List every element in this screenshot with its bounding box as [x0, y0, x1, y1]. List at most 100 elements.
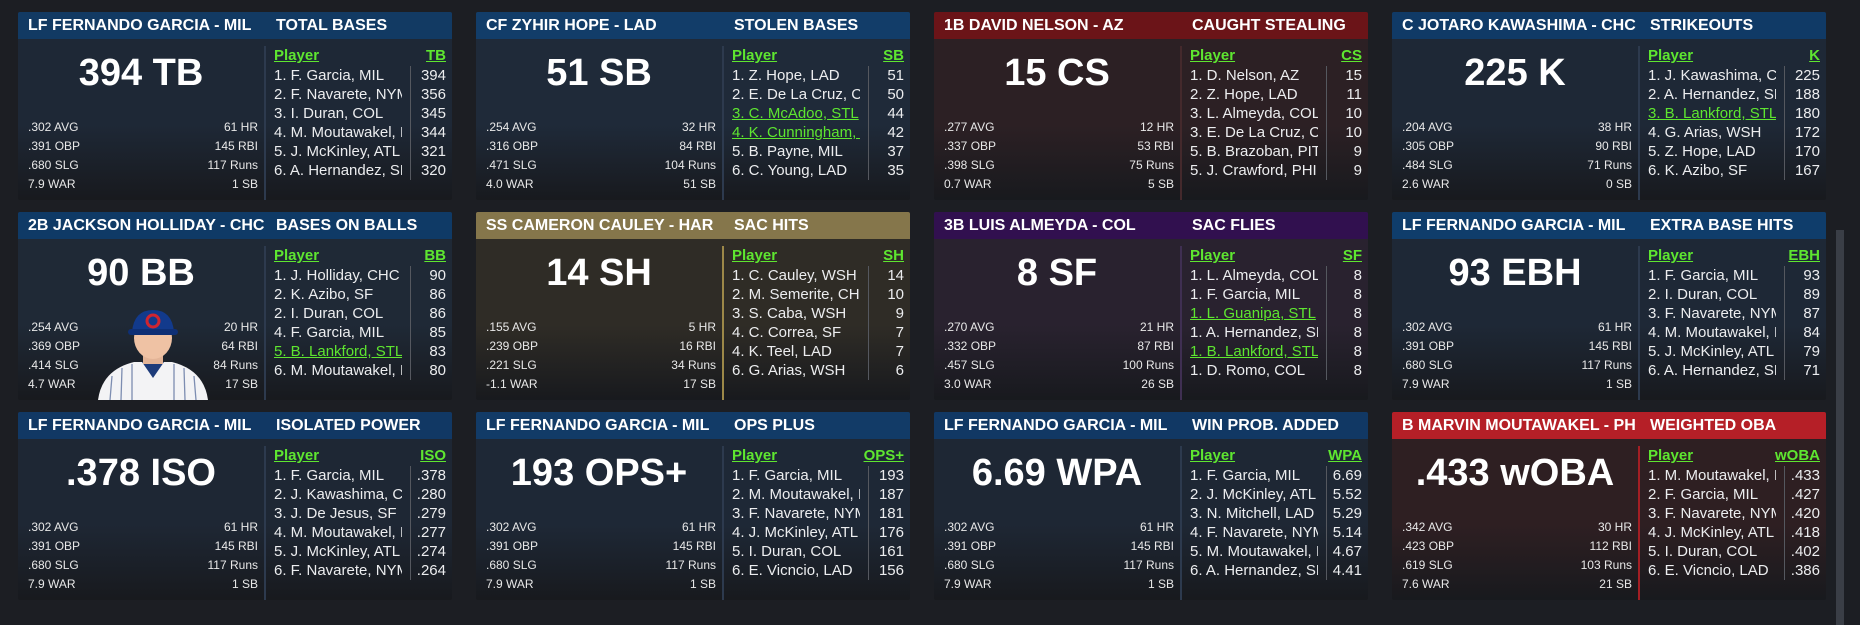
list-item[interactable]: 1. J. Kawashima, CI 225 — [1648, 66, 1820, 85]
column-header-player[interactable]: Player — [274, 247, 320, 264]
leader-name[interactable]: 5. J. Crawford, PHI — [1190, 162, 1317, 179]
leader-name[interactable]: 4. J. McKinley, ATL — [732, 524, 859, 541]
column-header-player[interactable]: Player — [274, 47, 320, 64]
leader-name[interactable]: 6. A. Hernandez, SF — [1648, 362, 1776, 379]
leader-name[interactable]: 6. C. Young, LAD — [732, 162, 848, 179]
list-item[interactable]: 4. K. Cunningham, S 42 — [732, 123, 904, 142]
list-item[interactable]: 4. K. Teel, LAD 7 — [732, 342, 904, 361]
leader-name[interactable]: 2. A. Hernandez, SF — [1648, 86, 1776, 103]
column-header-stat[interactable]: ISO — [420, 447, 446, 464]
column-header-stat[interactable]: EBH — [1788, 247, 1820, 264]
leader-name[interactable]: 6. E. Vicncio, LAD — [732, 562, 853, 579]
list-item[interactable]: 2. I. Duran, COL 89 — [1648, 285, 1820, 304]
column-header-player[interactable]: Player — [732, 247, 778, 264]
leader-name[interactable]: 5. J. McKinley, ATL — [274, 543, 401, 560]
list-item[interactable]: 4. M. Moutawakel, I .277 — [274, 523, 446, 542]
leader-name[interactable]: 6. A. Hernandez, SF — [274, 162, 402, 179]
column-header-player[interactable]: Player — [1648, 247, 1694, 264]
list-item[interactable]: 4. G. Arias, WSH 172 — [1648, 123, 1820, 142]
leader-name[interactable]: 1. F. Garcia, MIL — [1190, 467, 1301, 484]
leader-name[interactable]: 5. B. Lankford, STL — [274, 343, 402, 360]
list-item[interactable]: 1. L. Almeyda, COL 8 — [1190, 266, 1362, 285]
list-item[interactable]: 1. F. Garcia, MIL 394 — [274, 66, 446, 85]
list-item[interactable]: 6. E. Vicncio, LAD 156 — [732, 561, 904, 580]
leader-card[interactable]: C JOTARO KAWASHIMA - CHC STRIKEOUTS 225 K.… — [1392, 12, 1826, 200]
list-item[interactable]: 1. Z. Hope, LAD 51 — [732, 66, 904, 85]
list-item[interactable]: 2. F. Navarete, NYM 356 — [274, 85, 446, 104]
list-item[interactable]: 2. Z. Hope, LAD 11 — [1190, 85, 1362, 104]
leader-name[interactable]: 3. J. De Jesus, SF — [274, 505, 397, 522]
leader-name[interactable]: 5. I. Duran, COL — [1648, 543, 1758, 560]
leader-name[interactable]: 6. A. Hernandez, SF — [1190, 562, 1318, 579]
leader-card[interactable]: LF FERNANDO GARCIA - MIL WIN PROB. ADDED 6… — [934, 412, 1368, 600]
leader-card[interactable]: CF ZYHIR HOPE - LAD STOLEN BASES 51 SB .254… — [476, 12, 910, 200]
list-item[interactable]: 4. F. Navarete, NYM 5.14 — [1190, 523, 1362, 542]
list-item[interactable]: 5. J. Crawford, PHI 9 — [1190, 161, 1362, 180]
leader-name[interactable]: 2. Z. Hope, LAD — [1190, 86, 1298, 103]
list-item[interactable]: 2. J. McKinley, ATL 5.52 — [1190, 485, 1362, 504]
column-header-player[interactable]: Player — [1190, 47, 1236, 64]
leader-name[interactable]: 4. K. Cunningham, S — [732, 124, 860, 141]
list-item[interactable]: 4. C. Correa, SF 7 — [732, 323, 904, 342]
list-item[interactable]: 2. M. Semerite, CHC 10 — [732, 285, 904, 304]
list-item[interactable]: 1. F. Garcia, MIL 93 — [1648, 266, 1820, 285]
leader-name[interactable]: 5. B. Brazoban, PIT — [1190, 143, 1318, 160]
list-item[interactable]: 2. M. Moutawakel, I 187 — [732, 485, 904, 504]
column-header-player[interactable]: Player — [1190, 447, 1236, 464]
leader-card[interactable]: LF FERNANDO GARCIA - MIL EXTRA BASE HITS 9… — [1392, 212, 1826, 400]
leader-name[interactable]: 1. L. Almeyda, COL — [1190, 267, 1318, 284]
column-header-stat[interactable]: BB — [424, 247, 446, 264]
leader-name[interactable]: 3. F. Navarete, NYM — [1648, 505, 1776, 522]
leader-name[interactable]: 1. C. Cauley, WSH — [732, 267, 857, 284]
leader-name[interactable]: 5. B. Payne, MIL — [732, 143, 843, 160]
column-header-stat[interactable]: SH — [883, 247, 904, 264]
leader-name[interactable]: 1. D. Romo, COL — [1190, 362, 1306, 379]
list-item[interactable]: 6. A. Hernandez, SF 320 — [274, 161, 446, 180]
leader-name[interactable]: 2. I. Duran, COL — [1648, 286, 1758, 303]
list-item[interactable]: 1. F. Garcia, MIL 193 — [732, 466, 904, 485]
leader-card[interactable]: SS CAMERON CAULEY - HAR SAC HITS 14 SH .155… — [476, 212, 910, 400]
list-item[interactable]: 4. M. Moutawakel, I 84 — [1648, 323, 1820, 342]
list-item[interactable]: 3. F. Navarete, NYM .420 — [1648, 504, 1820, 523]
leader-name[interactable]: 1. J. Kawashima, CI — [1648, 67, 1776, 84]
list-item[interactable]: 5. J. McKinley, ATL 79 — [1648, 342, 1820, 361]
leader-name[interactable]: 2. J. Kawashima, CI — [274, 486, 402, 503]
leader-name[interactable]: 5. J. McKinley, ATL — [1648, 343, 1775, 360]
leader-name[interactable]: 5. Z. Hope, LAD — [1648, 143, 1756, 160]
leader-name[interactable]: 5. I. Duran, COL — [732, 543, 842, 560]
list-item[interactable]: 1. D. Romo, COL 8 — [1190, 361, 1362, 380]
leader-name[interactable]: 6. F. Navarete, NYM — [274, 562, 402, 579]
leader-name[interactable]: 3. N. Mitchell, LAD — [1190, 505, 1315, 522]
leader-name[interactable]: 3. F. Navarete, NYM — [732, 505, 860, 522]
leader-name[interactable]: 2. J. McKinley, ATL — [1190, 486, 1317, 503]
player-name[interactable]: B MARVIN MOUTAWAKEL - PH — [1402, 417, 1636, 434]
leader-name[interactable]: 3. B. Lankford, STL — [1648, 105, 1776, 122]
list-item[interactable]: 3. L. Almeyda, COL 10 — [1190, 104, 1362, 123]
leader-name[interactable]: 4. F. Navarete, NYM — [1190, 524, 1318, 541]
leader-name[interactable]: 1. F. Garcia, MIL — [1648, 267, 1759, 284]
column-header-stat[interactable]: K — [1809, 47, 1820, 64]
column-header-player[interactable]: Player — [732, 447, 778, 464]
list-item[interactable]: 2. A. Hernandez, SF 188 — [1648, 85, 1820, 104]
list-item[interactable]: 6. G. Arias, WSH 6 — [732, 361, 904, 380]
list-item[interactable]: 3. C. McAdoo, STL 44 — [732, 104, 904, 123]
leader-name[interactable]: 4. F. Garcia, MIL — [274, 324, 385, 341]
list-item[interactable]: 5. B. Lankford, STL 83 — [274, 342, 446, 361]
list-item[interactable]: 3. J. De Jesus, SF .279 — [274, 504, 446, 523]
leader-name[interactable]: 2. I. Duran, COL — [274, 305, 384, 322]
leader-card[interactable]: 3B LUIS ALMEYDA - COL SAC FLIES 8 SF .270 A… — [934, 212, 1368, 400]
column-header-stat[interactable]: WPA — [1328, 447, 1362, 464]
leader-name[interactable]: 2. K. Azibo, SF — [274, 286, 374, 303]
list-item[interactable]: 1. M. Moutawakel, I .433 — [1648, 466, 1820, 485]
leader-name[interactable]: 2. F. Garcia, MIL — [1648, 486, 1759, 503]
leader-name[interactable]: 4. M. Moutawakel, I — [1648, 324, 1776, 341]
list-item[interactable]: 6. M. Moutawakel, I 80 — [274, 361, 446, 380]
list-item[interactable]: 4. J. McKinley, ATL .418 — [1648, 523, 1820, 542]
list-item[interactable]: 1. B. Lankford, STL 8 — [1190, 342, 1362, 361]
leader-name[interactable]: 3. E. De La Cruz, CII — [1190, 124, 1318, 141]
list-item[interactable]: 3. F. Navarete, NYM 181 — [732, 504, 904, 523]
list-item[interactable]: 3. S. Caba, WSH 9 — [732, 304, 904, 323]
list-item[interactable]: 1. L. Guanipa, STL 8 — [1190, 304, 1362, 323]
list-item[interactable]: 4. M. Moutawakel, I 344 — [274, 123, 446, 142]
leader-name[interactable]: 2. E. De La Cruz, CII — [732, 86, 860, 103]
